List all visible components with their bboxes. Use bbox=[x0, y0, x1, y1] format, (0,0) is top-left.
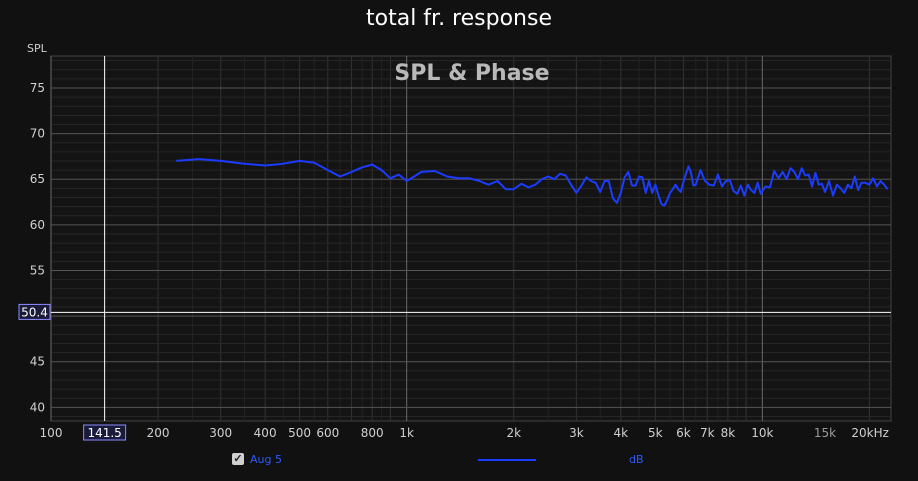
x-tick-label: 800 bbox=[361, 426, 384, 440]
legend-checkbox[interactable]: ✓ bbox=[232, 453, 244, 465]
x-tick-label: 2k bbox=[506, 426, 521, 440]
legend-line-swatch bbox=[478, 459, 536, 461]
y-tick-label: 60 bbox=[30, 218, 45, 232]
cursor-y-readout: 50.4 bbox=[18, 303, 51, 320]
cursor-y-value: 50.4 bbox=[21, 305, 48, 319]
legend-series-name[interactable]: Aug 5 bbox=[250, 453, 282, 466]
x-tick-label: 10k bbox=[751, 426, 773, 440]
x-tick-label: 300 bbox=[209, 426, 232, 440]
x-tick-labels: 100 200 300 400 500 600 800 1k 2k 3k 4k 5k 6k 7k 8k 10k… bbox=[40, 426, 889, 440]
y-tick-label: 55 bbox=[30, 263, 45, 277]
x-tick-label: 1k bbox=[399, 426, 414, 440]
plot-area bbox=[50, 55, 892, 422]
cursor-x-readout: 141.5 bbox=[83, 424, 127, 441]
x-tick-label: 3k bbox=[569, 426, 584, 440]
y-tick-labels: 4045505560657075 bbox=[30, 81, 45, 414]
x-tick-label: 20kHz bbox=[851, 426, 889, 440]
x-tick-label: 6k bbox=[676, 426, 691, 440]
minor-grid bbox=[51, 56, 891, 421]
y-tick-label: 40 bbox=[30, 400, 45, 414]
x-tick-label: 4k bbox=[614, 426, 629, 440]
x-tick-label: 8k bbox=[721, 426, 736, 440]
window-title: total fr. response bbox=[366, 6, 552, 31]
x-tick-label: 400 bbox=[254, 426, 277, 440]
y-tick-label: 70 bbox=[30, 127, 45, 141]
x-tick-label: 100 bbox=[40, 426, 63, 440]
x-tick-label: 200 bbox=[147, 426, 170, 440]
legend-unit: dB bbox=[629, 453, 644, 466]
x-tick-label: 500 bbox=[288, 426, 311, 440]
cursor-x-value: 141.5 bbox=[87, 426, 121, 440]
chart-title: SPL & Phase bbox=[394, 61, 549, 86]
x-tick-label: 15k bbox=[814, 426, 836, 440]
x-tick-label: 600 bbox=[316, 426, 339, 440]
series-line-aug5 bbox=[176, 158, 889, 207]
x-tick-label: 5k bbox=[648, 426, 663, 440]
y-tick-label: 75 bbox=[30, 81, 45, 95]
x-tick-label: 7k bbox=[700, 426, 715, 440]
y-tick-label: 45 bbox=[30, 355, 45, 369]
y-axis-label: SPL bbox=[27, 42, 48, 55]
y-tick-label: 65 bbox=[30, 172, 45, 186]
